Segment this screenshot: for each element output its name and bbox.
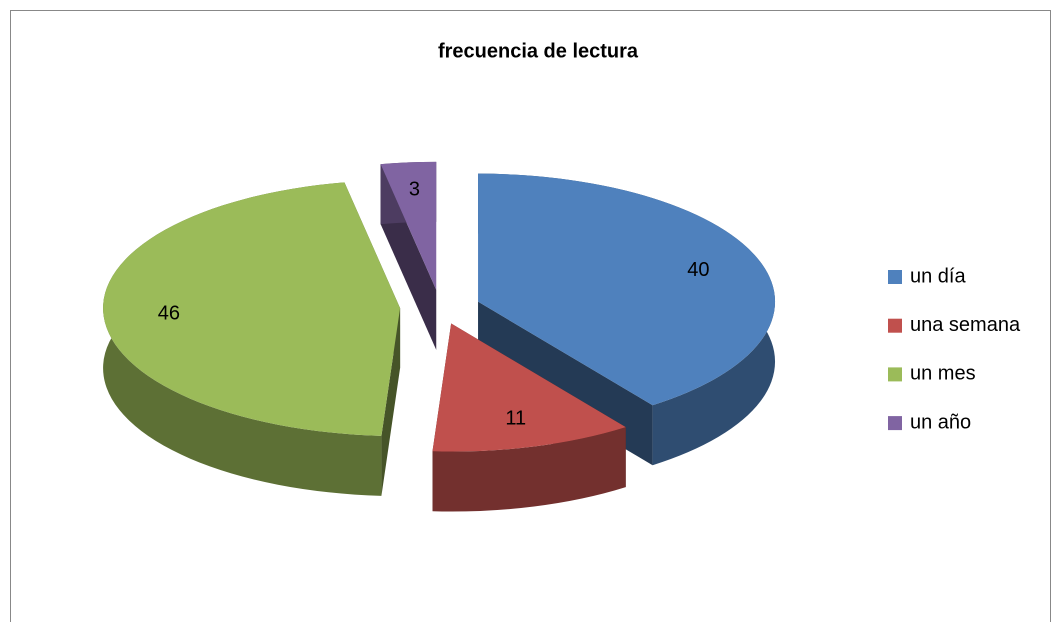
data-label: 3 — [409, 179, 420, 201]
slice-side — [432, 427, 626, 512]
legend-label: una semana — [910, 314, 1021, 336]
legend-swatch — [888, 416, 902, 431]
slice-top — [103, 182, 401, 436]
pie-slice — [103, 182, 401, 496]
slice-top — [432, 323, 626, 452]
slice-top — [478, 173, 776, 406]
legend-swatch — [888, 318, 902, 333]
legend-label: un año — [910, 411, 971, 433]
data-label: 11 — [505, 408, 526, 430]
legend-label: un mes — [910, 363, 976, 385]
slice-top — [380, 161, 437, 290]
data-label: 40 — [687, 259, 709, 281]
pie-slice — [380, 161, 437, 350]
pie-slice — [432, 323, 626, 512]
data-label: 46 — [158, 303, 180, 325]
legend-swatch — [888, 270, 902, 284]
legend-swatch — [888, 367, 902, 382]
chart-title: frecuencia de lectura — [438, 40, 639, 62]
legend-label: un día — [910, 265, 966, 287]
